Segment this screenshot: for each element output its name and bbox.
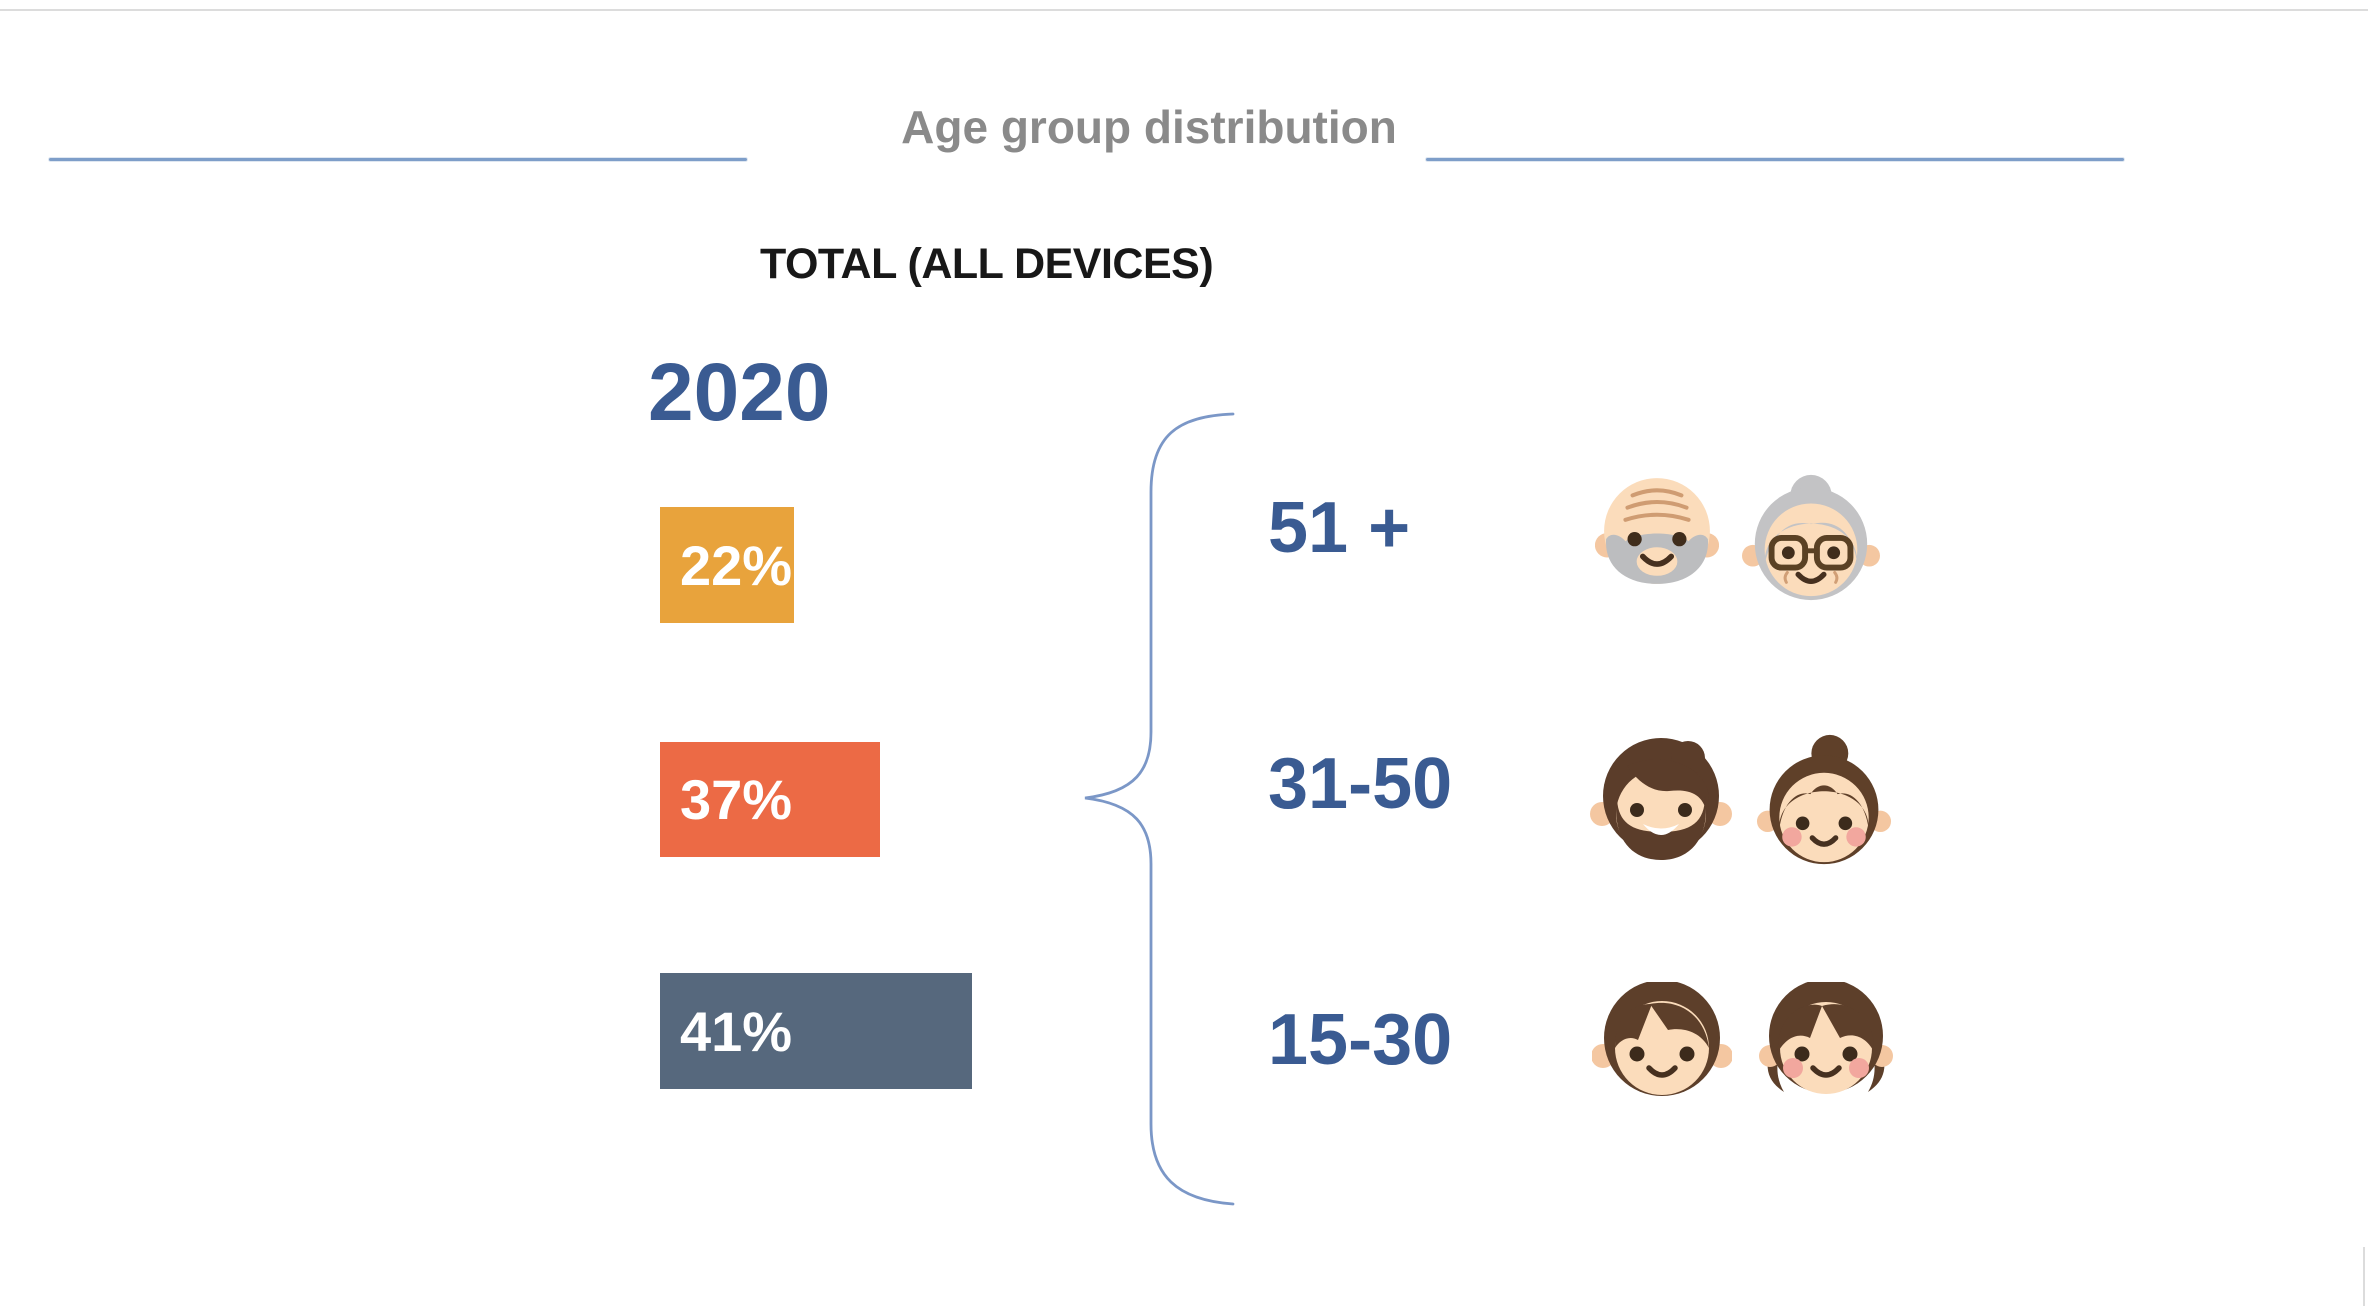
old-woman-icon — [1742, 474, 1880, 601]
bar-value-label: 41% — [680, 999, 793, 1063]
page-title: Age group distribution — [901, 101, 1397, 153]
bar-31-50: 37% — [660, 742, 880, 857]
old-man-icon — [1595, 478, 1719, 584]
woman-with-bun-icon — [1756, 734, 1892, 865]
bar-15-30: 41% — [660, 973, 972, 1089]
title-left-line — [49, 158, 747, 161]
bar-value-label: 37% — [680, 768, 793, 831]
bar-51-plus: 22% — [660, 507, 794, 623]
year-label: 2020 — [648, 347, 831, 438]
bar-value-label: 22% — [680, 533, 793, 597]
age-group-label-51-plus: 51 + — [1268, 488, 1411, 568]
top-border-line — [0, 9, 2368, 11]
curly-brace-icon — [1084, 412, 1235, 1206]
title-right-line — [1426, 158, 2124, 161]
age-group-label-31-50: 31-50 — [1268, 744, 1453, 824]
chart-subtitle: TOTAL (ALL DEVICES) — [760, 240, 1214, 288]
girl-icon — [1759, 982, 1893, 1094]
boy-icon — [1592, 982, 1732, 1096]
bearded-man-icon — [1590, 738, 1732, 860]
age-group-label-15-30: 15-30 — [1268, 1000, 1453, 1080]
right-border-line — [2363, 1247, 2365, 1306]
